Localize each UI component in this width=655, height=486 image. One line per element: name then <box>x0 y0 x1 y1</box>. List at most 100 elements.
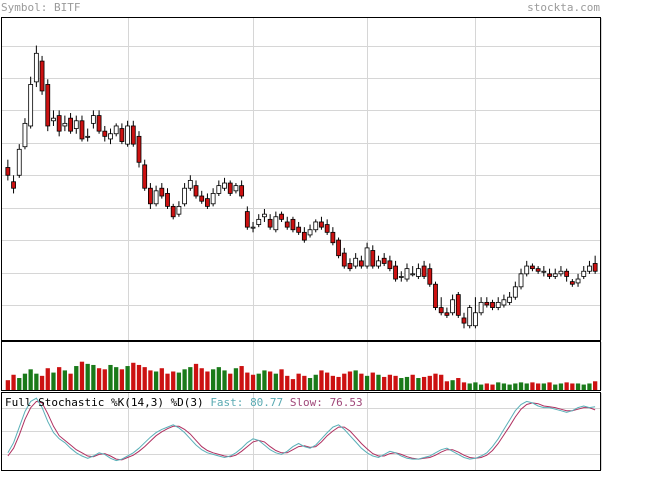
volume-bar <box>399 378 404 390</box>
candle-body <box>187 180 193 189</box>
candle-body <box>547 273 552 277</box>
candle-body <box>73 120 79 129</box>
candle-body <box>512 286 518 298</box>
candle-body <box>102 130 108 137</box>
volume-bar <box>325 372 330 390</box>
candle-body <box>336 239 341 257</box>
candle-body <box>136 135 142 163</box>
candle-body <box>153 190 159 205</box>
candle-body <box>301 231 307 241</box>
candle-body <box>552 273 558 277</box>
candle-body <box>273 216 279 231</box>
candle-body <box>592 263 598 272</box>
candle-body <box>96 115 102 132</box>
volume-bar <box>450 380 455 390</box>
candle-body <box>113 125 119 135</box>
volume-bar <box>473 382 478 390</box>
volume-bar <box>114 367 119 390</box>
volume-bar <box>176 372 182 390</box>
volume-bar <box>68 373 73 390</box>
candle-body <box>130 125 136 145</box>
volume-bar <box>216 367 221 390</box>
candle-body <box>393 265 398 280</box>
volume-bar <box>507 384 512 390</box>
candle-body <box>433 283 438 308</box>
volume-bar <box>45 368 50 390</box>
volume-bar <box>570 383 575 390</box>
volume-bar <box>119 369 125 390</box>
volume-bar <box>28 369 33 390</box>
candle-body <box>444 312 450 316</box>
volume-bar <box>359 373 364 390</box>
volume-bar <box>587 383 592 390</box>
candle-body <box>182 187 188 205</box>
volume-bar <box>34 373 39 390</box>
volume-bar <box>439 374 444 390</box>
volume-bar <box>22 373 28 390</box>
volume-bar <box>228 373 233 390</box>
volume-bar <box>222 370 227 390</box>
candle-body <box>5 167 11 176</box>
volume-bar <box>427 375 432 390</box>
candle-body <box>484 301 490 306</box>
volume-bar <box>307 378 313 390</box>
candle-body <box>587 265 592 272</box>
symbol-label: Symbol: BITF <box>1 1 81 14</box>
stochastic-lines <box>7 397 596 462</box>
volume-bar <box>39 375 45 390</box>
candle-body <box>159 187 165 197</box>
candlestick-series <box>5 45 598 329</box>
candle-body <box>347 263 353 270</box>
volume-bar <box>296 373 301 390</box>
candle-body <box>524 265 530 275</box>
volume-bar <box>285 375 290 390</box>
volume-bar <box>91 364 96 390</box>
candle-body <box>507 296 513 303</box>
volume-bar <box>233 368 239 390</box>
candle-body <box>199 195 205 202</box>
volume-bar <box>364 375 370 390</box>
volume-bar <box>347 371 353 390</box>
volume-bar <box>382 376 387 390</box>
candle-body <box>438 307 444 314</box>
candle-body <box>387 260 393 270</box>
candle-body <box>319 221 324 228</box>
candle-body <box>330 231 336 244</box>
volume-bar <box>290 379 296 390</box>
panel-frames <box>1 17 601 471</box>
candle-body <box>564 270 570 277</box>
volume-bar <box>467 383 472 390</box>
candle-body <box>358 260 364 267</box>
candle-body <box>119 128 125 142</box>
volume-bar <box>353 370 358 390</box>
candle-body <box>478 301 484 314</box>
volume-bar <box>125 366 130 390</box>
volume-bar <box>558 383 564 390</box>
volume-bar <box>62 370 68 390</box>
volume-bar <box>313 374 318 390</box>
gridlines <box>2 18 602 470</box>
candle-body <box>39 60 45 92</box>
volume-bar <box>444 381 450 390</box>
candle-body <box>370 250 376 267</box>
candle-body <box>68 117 73 132</box>
volume-bar <box>387 374 393 390</box>
candle-body <box>376 260 381 267</box>
candle-body <box>307 229 313 236</box>
stochastic-title-main: Full Stochastic %K(14,3) %D(3) <box>5 396 204 409</box>
candle-body <box>284 221 290 228</box>
candle-body <box>142 164 148 189</box>
volume-bar <box>410 374 415 390</box>
candle-body <box>518 273 524 288</box>
brand-label[interactable]: stockta.com <box>527 1 600 14</box>
volume-bar <box>5 380 10 390</box>
volume-bar <box>142 367 147 390</box>
candle-body <box>227 182 233 194</box>
candle-body <box>290 218 296 231</box>
volume-bar <box>57 367 62 390</box>
candle-body <box>222 182 227 189</box>
volume-bar <box>564 382 569 390</box>
candle-body <box>455 294 461 316</box>
candle-body <box>279 213 284 220</box>
candle-body <box>341 252 347 267</box>
